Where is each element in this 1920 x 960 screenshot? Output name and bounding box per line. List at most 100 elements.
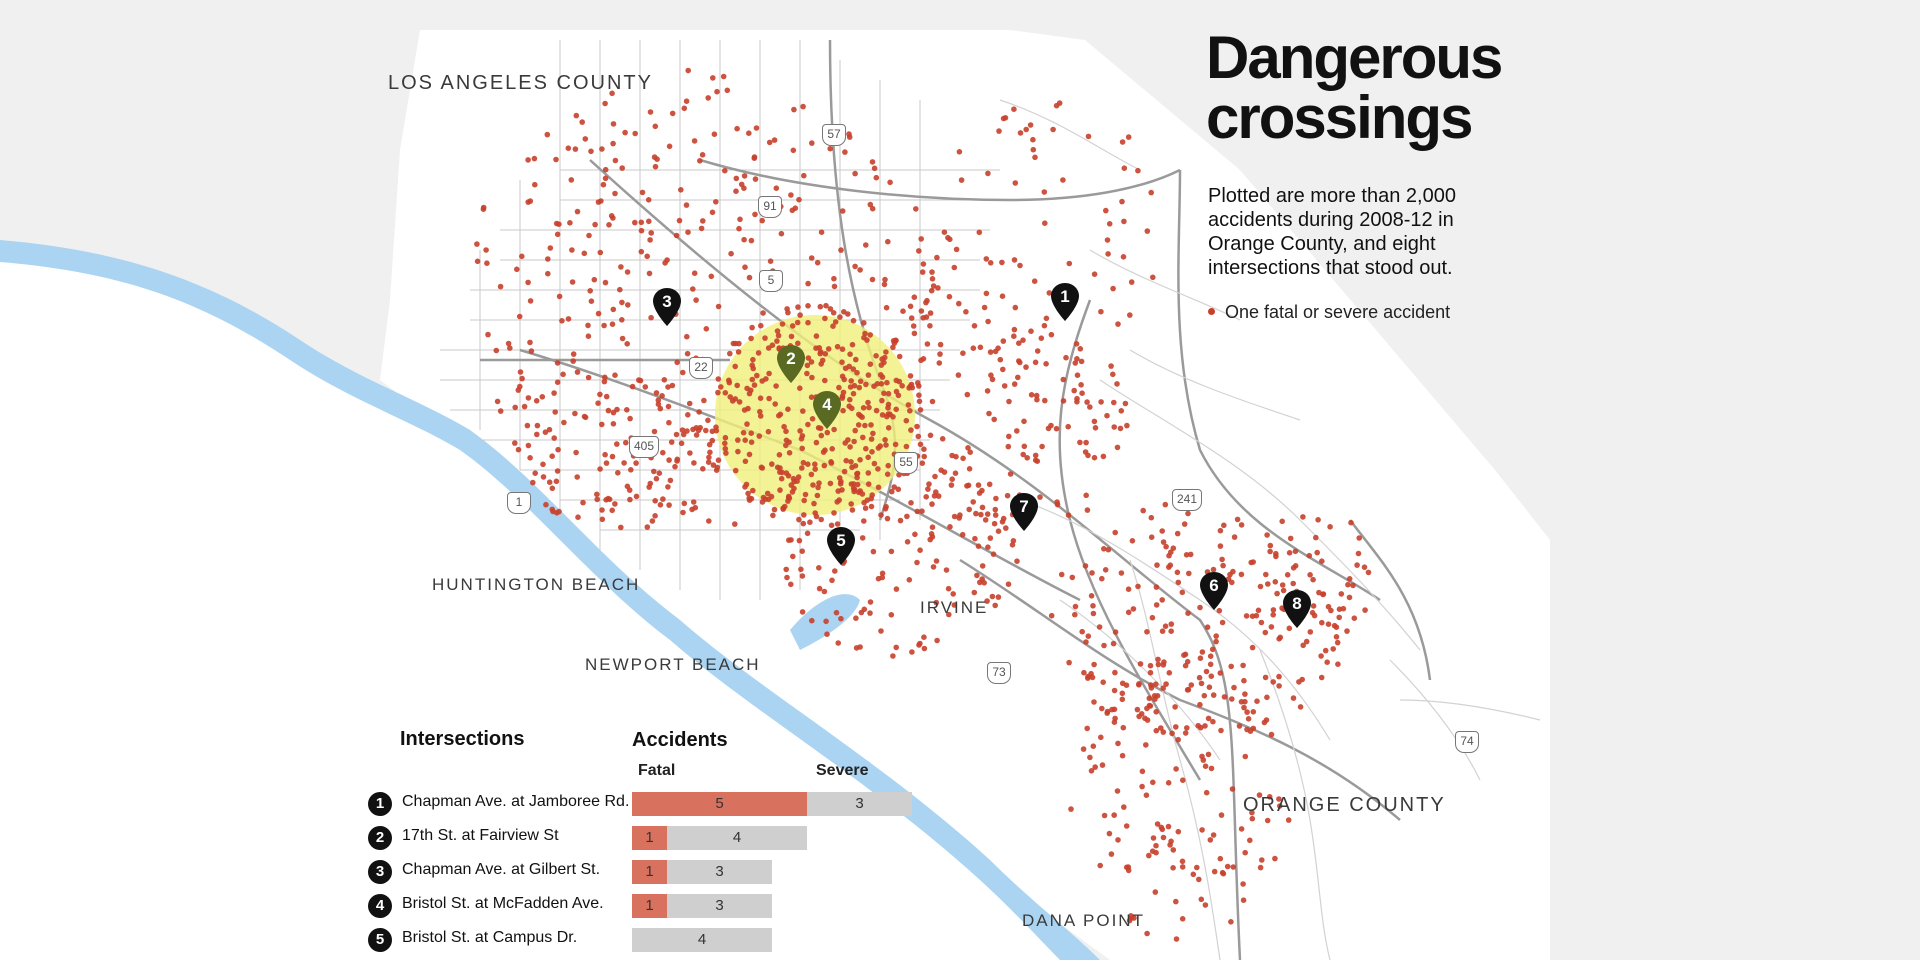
accident-dot bbox=[595, 199, 602, 205]
accident-dot bbox=[832, 568, 838, 574]
accident-dot bbox=[1048, 422, 1054, 429]
marker-3[interactable]: 3 bbox=[651, 287, 683, 327]
accident-dot bbox=[1270, 612, 1276, 618]
highway-shield-5: 5 bbox=[759, 270, 783, 292]
accident-dot bbox=[950, 591, 956, 597]
accident-dot bbox=[1354, 562, 1360, 568]
accident-dot bbox=[1024, 455, 1030, 461]
accident-dot bbox=[882, 354, 888, 361]
accident-dot bbox=[1153, 681, 1159, 687]
accident-dot bbox=[646, 218, 652, 225]
accident-dot bbox=[869, 159, 876, 165]
accident-dot bbox=[790, 147, 797, 154]
accident-dot bbox=[883, 349, 889, 355]
accident-dot bbox=[893, 388, 900, 395]
accident-dot bbox=[714, 88, 720, 95]
accident-dot bbox=[705, 459, 712, 466]
accident-dot bbox=[1224, 863, 1231, 870]
accident-dot bbox=[995, 594, 1002, 600]
accident-dot bbox=[737, 216, 743, 223]
accident-dot bbox=[1300, 514, 1306, 520]
accident-dot bbox=[665, 384, 671, 390]
accident-dot bbox=[1063, 354, 1069, 361]
accident-dot bbox=[946, 611, 952, 618]
accident-dot bbox=[525, 442, 532, 449]
severe-bar: 4 bbox=[667, 826, 807, 850]
accident-dot bbox=[889, 488, 895, 495]
accident-dot bbox=[525, 279, 531, 286]
highway-shield-405: 405 bbox=[629, 436, 659, 458]
accident-dot bbox=[638, 227, 645, 234]
accident-dot bbox=[1126, 917, 1133, 924]
accident-dot bbox=[730, 340, 737, 347]
accident-dot bbox=[784, 306, 790, 312]
accident-dot bbox=[891, 484, 897, 490]
accident-dot bbox=[551, 390, 557, 396]
accident-dot bbox=[752, 211, 758, 218]
accident-dot bbox=[652, 163, 659, 170]
accident-dot bbox=[813, 345, 819, 352]
accident-dot bbox=[867, 599, 874, 605]
accident-dot bbox=[873, 407, 880, 414]
accident-dot bbox=[989, 376, 996, 383]
accident-dot bbox=[856, 384, 863, 391]
accident-dot bbox=[853, 615, 859, 621]
accident-dot bbox=[595, 400, 601, 407]
accident-dot bbox=[574, 208, 581, 215]
accident-dot bbox=[1219, 619, 1226, 626]
accident-dot bbox=[871, 460, 878, 467]
accident-dot bbox=[559, 318, 565, 324]
accident-dot bbox=[1153, 584, 1160, 590]
marker-7[interactable]: 7 bbox=[1008, 492, 1040, 532]
accident-dot bbox=[1179, 858, 1186, 865]
accident-dot bbox=[959, 531, 966, 538]
accident-dot bbox=[912, 531, 918, 538]
marker-5[interactable]: 5 bbox=[825, 526, 857, 566]
accident-dot bbox=[773, 185, 780, 191]
accident-dot bbox=[813, 333, 820, 339]
marker-8[interactable]: 8 bbox=[1281, 589, 1313, 629]
accident-dot bbox=[561, 419, 567, 426]
accident-dot bbox=[1186, 570, 1192, 577]
marker-4[interactable]: 4 bbox=[811, 390, 843, 430]
accident-dot bbox=[1142, 715, 1148, 722]
accident-dot bbox=[732, 363, 738, 370]
accident-dot bbox=[754, 372, 760, 379]
marker-6[interactable]: 6 bbox=[1198, 571, 1230, 611]
accident-dot bbox=[1032, 452, 1039, 459]
accident-dot bbox=[1112, 629, 1119, 635]
accident-dot bbox=[979, 576, 985, 582]
accident-dot bbox=[633, 460, 639, 466]
accident-dot bbox=[1159, 597, 1165, 603]
accident-dot bbox=[890, 344, 896, 351]
marker-2[interactable]: 2 bbox=[775, 344, 807, 384]
accident-dot bbox=[780, 506, 786, 512]
accident-dot bbox=[982, 517, 989, 523]
accident-dot bbox=[610, 140, 616, 147]
accident-dot bbox=[971, 589, 978, 596]
accident-dot bbox=[799, 609, 806, 615]
accident-dot bbox=[983, 256, 990, 262]
accident-dot bbox=[987, 349, 994, 355]
accident-dot bbox=[540, 461, 546, 468]
accident-dot bbox=[680, 369, 686, 376]
accident-dot bbox=[572, 410, 578, 417]
accident-dot bbox=[918, 357, 924, 364]
accident-dot bbox=[890, 414, 896, 420]
accident-dot bbox=[1143, 792, 1150, 798]
marker-1[interactable]: 1 bbox=[1049, 282, 1081, 322]
accident-dot bbox=[734, 382, 740, 389]
accident-dot bbox=[885, 405, 891, 411]
accident-dot bbox=[799, 548, 805, 554]
accident-dot bbox=[991, 416, 997, 423]
intersection-number: 5 bbox=[368, 928, 392, 952]
accident-dot bbox=[574, 369, 581, 375]
accident-dot bbox=[814, 492, 821, 499]
accident-dot bbox=[1284, 572, 1291, 578]
accident-dot bbox=[722, 390, 729, 396]
accident-dot bbox=[821, 588, 828, 595]
accident-dot bbox=[960, 350, 966, 357]
accident-dot bbox=[594, 496, 600, 503]
accident-dot bbox=[798, 436, 805, 442]
accident-dot bbox=[1179, 916, 1186, 922]
